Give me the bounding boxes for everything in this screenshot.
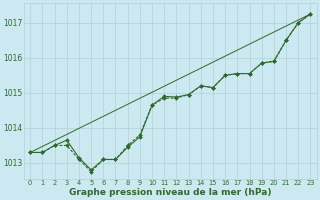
X-axis label: Graphe pression niveau de la mer (hPa): Graphe pression niveau de la mer (hPa): [69, 188, 272, 197]
